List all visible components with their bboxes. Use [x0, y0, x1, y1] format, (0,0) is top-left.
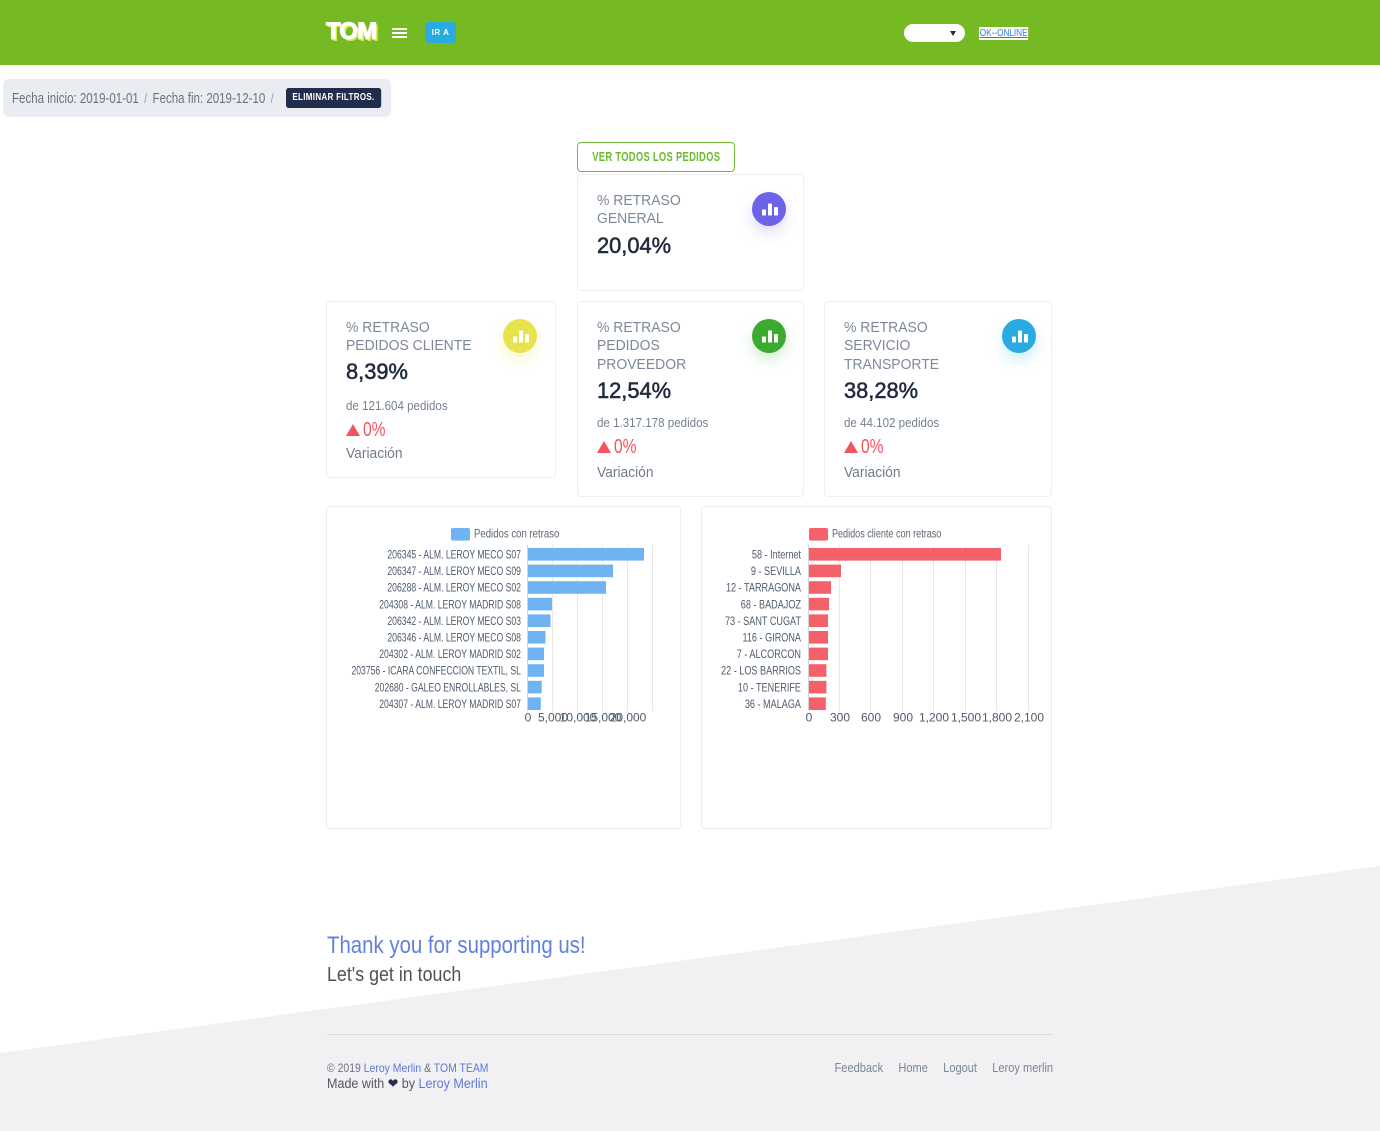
svg-text:36 - MALAGA: 36 - MALAGA [745, 698, 802, 712]
svg-text:206345 - ALM. LEROY MECO S07: 206345 - ALM. LEROY MECO S07 [387, 549, 521, 562]
svg-text:204307 - ALM. LEROY MADRID S07: 204307 - ALM. LEROY MADRID S07 [379, 699, 521, 712]
svg-text:0: 0 [806, 711, 813, 725]
svg-text:206288 - ALM. LEROY MECO S02: 206288 - ALM. LEROY MECO S02 [387, 583, 521, 596]
svg-text:7 - ALCORCON: 7 - ALCORCON [737, 648, 801, 662]
svg-text:206342 - ALM. LEROY MECO S03: 206342 - ALM. LEROY MECO S03 [387, 616, 521, 629]
svg-text:Pedidos con retraso: Pedidos con retraso [474, 528, 559, 541]
svg-text:73 - SANT CUGAT: 73 - SANT CUGAT [725, 615, 801, 629]
svg-text:116 - GIRONA: 116 - GIRONA [742, 631, 801, 645]
svg-text:900: 900 [893, 711, 913, 725]
svg-text:204308 - ALM. LEROY MADRID S08: 204308 - ALM. LEROY MADRID S08 [379, 599, 521, 612]
svg-text:58 - Internet: 58 - Internet [752, 548, 801, 562]
svg-text:12 - TARRAGONA: 12 - TARRAGONA [726, 582, 802, 596]
svg-text:2,100: 2,100 [1014, 711, 1044, 725]
svg-text:1,500: 1,500 [951, 711, 981, 725]
svg-text:1,800: 1,800 [982, 711, 1012, 725]
svg-text:Pedidos cliente con retraso: Pedidos cliente con retraso [832, 527, 941, 541]
svg-text:22 - LOS BARRIOS: 22 - LOS BARRIOS [721, 665, 801, 679]
svg-text:5,000: 5,000 [538, 711, 568, 725]
svg-text:1,200: 1,200 [919, 711, 949, 725]
svg-text:9 - SEVILLA: 9 - SEVILLA [751, 565, 802, 579]
svg-text:202680 - GALEO ENROLLABLES, SL: 202680 - GALEO ENROLLABLES, SL [375, 682, 521, 695]
svg-text:15,000: 15,000 [585, 711, 622, 725]
svg-text:206346 - ALM. LEROY MECO S08: 206346 - ALM. LEROY MECO S08 [387, 632, 521, 645]
svg-text:10,000: 10,000 [560, 711, 597, 725]
svg-text:68 - BADAJOZ: 68 - BADAJOZ [741, 598, 802, 612]
svg-text:206347 - ALM. LEROY MECO S09: 206347 - ALM. LEROY MECO S09 [387, 566, 521, 579]
svg-text:204302 - ALM. LEROY MADRID S02: 204302 - ALM. LEROY MADRID S02 [379, 649, 521, 662]
svg-text:300: 300 [830, 711, 850, 725]
svg-text:600: 600 [861, 711, 881, 725]
svg-text:0: 0 [525, 711, 532, 725]
svg-text:203756 - ICARA CONFECCION TEXT: 203756 - ICARA CONFECCION TEXTIL, SL [351, 666, 521, 679]
svg-text:10 - TENERIFE: 10 - TENERIFE [738, 681, 801, 695]
svg-text:20,000: 20,000 [610, 711, 647, 725]
